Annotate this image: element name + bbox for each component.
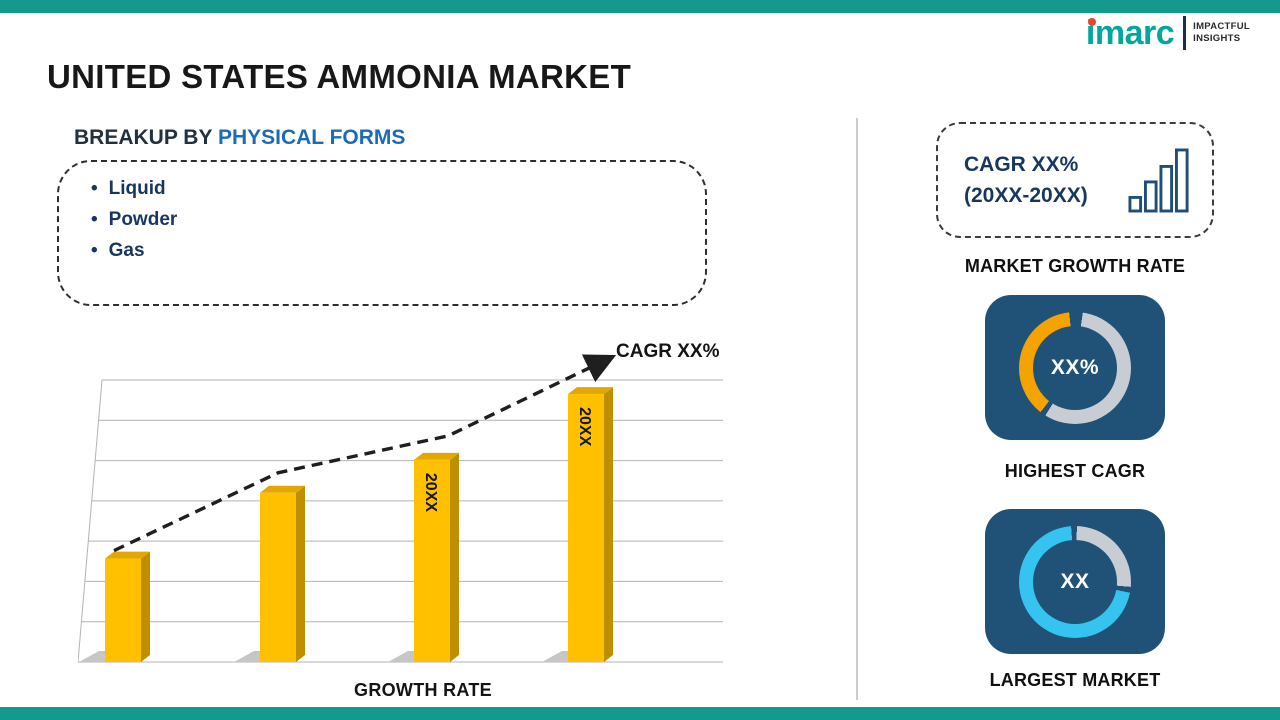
cagr-range-text: CAGR XX% (20XX-20XX): [964, 149, 1088, 212]
largest-market-donut: XX: [1019, 525, 1131, 638]
logo-tagline-line1: IMPACTFUL: [1193, 20, 1250, 32]
list-item: Liquid: [91, 173, 705, 204]
breakup-heading-highlight: PHYSICAL FORMS: [217, 126, 406, 149]
logo-brand-text: imarc: [1085, 14, 1175, 52]
logo-separator: [1183, 16, 1187, 50]
largest-market-value: XX: [1033, 539, 1117, 624]
highest-cagr-card: XX%: [985, 295, 1165, 440]
list-item: Powder: [91, 204, 705, 235]
chart-x-axis-label: GROWTH RATE: [354, 680, 492, 700]
svg-text:20XX: 20XX: [576, 407, 593, 446]
highest-cagr-value: XX%: [1033, 325, 1117, 410]
largest-market-label: LARGEST MARKET: [989, 670, 1161, 690]
top-accent-bar: [0, 0, 1280, 13]
growth-bar-chart: 20XX 20XX: [77, 338, 723, 668]
logo-tagline-line2: INSIGHTS: [1193, 33, 1241, 44]
cagr-line1: CAGR XX%: [964, 152, 1079, 176]
breakup-list: Liquid Powder Gas: [91, 173, 705, 266]
market-growth-rate-label: MARKET GROWTH RATE: [964, 256, 1186, 276]
logo-tagline: IMPACTFUL INSIGHTS: [1193, 21, 1250, 46]
breakup-heading: BREAKUP BY PHYSICAL FORMS: [74, 126, 405, 150]
imarc-logo: imarc IMPACTFUL INSIGHTS: [1086, 16, 1250, 50]
logo-dot: [1087, 18, 1096, 26]
largest-market-card: XX: [985, 509, 1165, 654]
market-growth-rate-box: CAGR XX% (20XX-20XX): [936, 122, 1214, 238]
svg-text:20XX: 20XX: [422, 473, 439, 512]
breakup-heading-prefix: BREAKUP BY: [74, 126, 213, 149]
bar-chart-icon: [1128, 148, 1189, 213]
logo-wordmark: imarc: [1085, 14, 1175, 52]
page-title: UNITED STATES AMMONIA MARKET: [47, 58, 632, 95]
bottom-accent-bar: [0, 707, 1280, 720]
list-item: Gas: [91, 235, 705, 266]
growth-bar-chart-canvas: 20XX 20XX: [77, 354, 723, 663]
cagr-annotation: CAGR XX%: [616, 341, 720, 362]
breakup-list-box: Liquid Powder Gas: [57, 160, 707, 306]
cagr-line2: (20XX-20XX): [964, 184, 1088, 207]
highest-cagr-donut: XX%: [1019, 311, 1131, 424]
vertical-divider: [856, 118, 858, 700]
highest-cagr-label: HIGHEST CAGR: [1004, 461, 1146, 481]
